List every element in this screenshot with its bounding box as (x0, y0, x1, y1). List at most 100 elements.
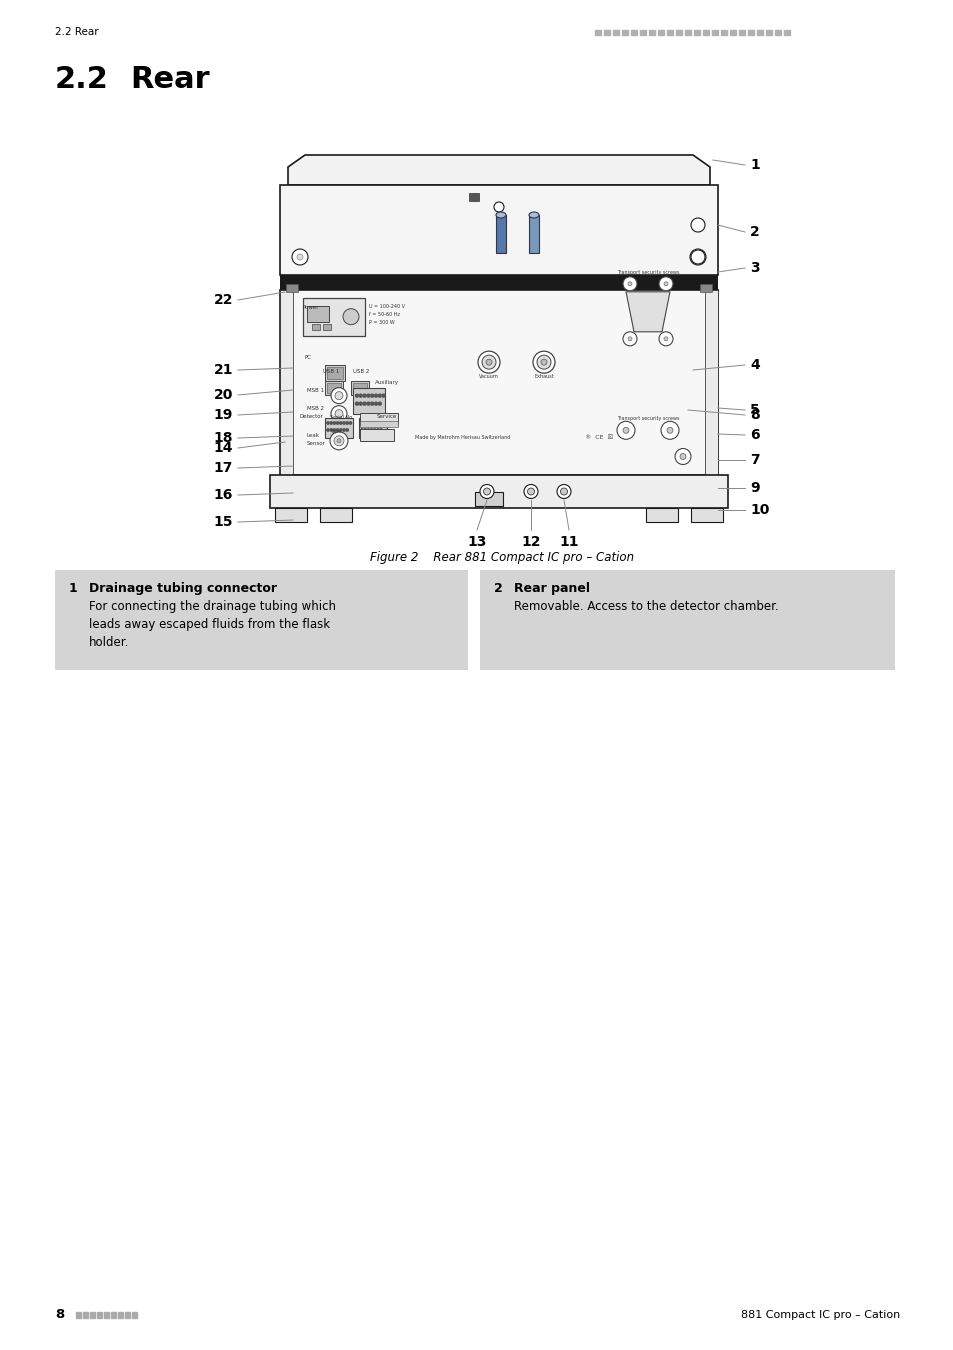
Bar (327, 367, 343, 378)
Circle shape (560, 487, 567, 495)
Text: Power: Power (303, 305, 319, 309)
Text: MSB 1: MSB 1 (307, 387, 324, 393)
Bar (658, 30, 663, 35)
Text: 7: 7 (749, 454, 759, 467)
Circle shape (330, 429, 332, 431)
Bar (353, 383, 367, 393)
Text: 16: 16 (213, 487, 233, 502)
Circle shape (367, 394, 370, 397)
Text: 4: 4 (749, 358, 759, 373)
Bar (711, 30, 718, 35)
Circle shape (375, 394, 377, 397)
Bar (359, 413, 397, 425)
Bar (359, 429, 394, 441)
Bar (353, 387, 385, 413)
Bar (704, 290, 718, 475)
Bar (280, 290, 718, 475)
Bar (286, 284, 297, 292)
Text: 1: 1 (69, 582, 77, 595)
Circle shape (349, 421, 352, 424)
Circle shape (376, 429, 378, 431)
Bar (111, 1312, 116, 1318)
Text: f = 50-60 Hz: f = 50-60 Hz (369, 312, 399, 317)
Text: 19: 19 (213, 408, 233, 423)
Circle shape (660, 421, 679, 439)
Text: 2: 2 (749, 225, 759, 239)
Bar (630, 30, 637, 35)
Text: ®  CE  ☒: ® CE ☒ (584, 435, 613, 440)
Circle shape (690, 250, 704, 265)
Circle shape (371, 402, 374, 405)
Bar (739, 30, 744, 35)
Bar (325, 382, 343, 396)
Circle shape (523, 485, 537, 498)
Text: 11: 11 (558, 535, 578, 549)
Text: 5: 5 (749, 404, 759, 417)
Text: Removable. Access to the detector chamber.: Removable. Access to the detector chambe… (514, 599, 778, 613)
Text: 21: 21 (213, 363, 233, 377)
Text: 17: 17 (213, 460, 233, 475)
Text: PC: PC (305, 355, 312, 359)
Bar (595, 30, 600, 35)
Bar (325, 418, 353, 437)
Circle shape (367, 429, 369, 431)
Bar (83, 1312, 88, 1318)
Polygon shape (288, 155, 709, 185)
Circle shape (379, 421, 382, 424)
Bar (55, 570, 468, 670)
Circle shape (370, 421, 373, 424)
Circle shape (659, 277, 672, 290)
Circle shape (334, 436, 344, 446)
Text: For connecting the drainage tubing which
leads away escaped fluids from the flas: For connecting the drainage tubing which… (89, 599, 335, 649)
Bar (676, 30, 681, 35)
Bar (118, 1312, 123, 1318)
Circle shape (339, 429, 341, 431)
Bar (323, 324, 331, 329)
Circle shape (379, 429, 382, 431)
Text: 10: 10 (749, 504, 768, 517)
Circle shape (331, 405, 347, 421)
Circle shape (371, 394, 374, 397)
Text: Detector: Detector (299, 414, 323, 418)
Circle shape (296, 254, 303, 261)
Bar (270, 475, 727, 508)
Circle shape (330, 421, 332, 424)
Circle shape (659, 332, 672, 346)
Circle shape (485, 359, 492, 364)
Text: 8: 8 (749, 408, 759, 423)
Circle shape (359, 394, 362, 397)
Circle shape (355, 394, 358, 397)
Text: Type: Type (330, 429, 341, 433)
Circle shape (481, 355, 496, 369)
Circle shape (617, 421, 635, 439)
Circle shape (336, 429, 338, 431)
Circle shape (342, 421, 345, 424)
Bar (280, 275, 718, 290)
Circle shape (343, 309, 358, 325)
Text: Transport security screws: Transport security screws (616, 416, 679, 421)
Bar (359, 421, 397, 427)
Circle shape (346, 421, 348, 424)
Text: 9: 9 (749, 481, 759, 495)
Text: 881 Compact IC pro – Cation: 881 Compact IC pro – Cation (740, 1310, 899, 1320)
Text: Leak: Leak (307, 433, 319, 437)
Text: Service: Service (376, 414, 396, 418)
Bar (312, 324, 319, 329)
Circle shape (527, 487, 534, 495)
Bar (720, 30, 726, 35)
Bar (307, 305, 329, 321)
Bar (783, 30, 789, 35)
Bar (690, 508, 722, 522)
Ellipse shape (496, 212, 505, 217)
Circle shape (360, 421, 363, 424)
Bar (639, 30, 645, 35)
Circle shape (355, 402, 358, 405)
Bar (358, 418, 387, 437)
Bar (529, 215, 538, 252)
Circle shape (292, 248, 308, 265)
Circle shape (335, 409, 343, 417)
Text: 2.2: 2.2 (55, 66, 109, 95)
Circle shape (367, 421, 369, 424)
Text: 22: 22 (213, 293, 233, 306)
Text: 14: 14 (213, 441, 233, 455)
